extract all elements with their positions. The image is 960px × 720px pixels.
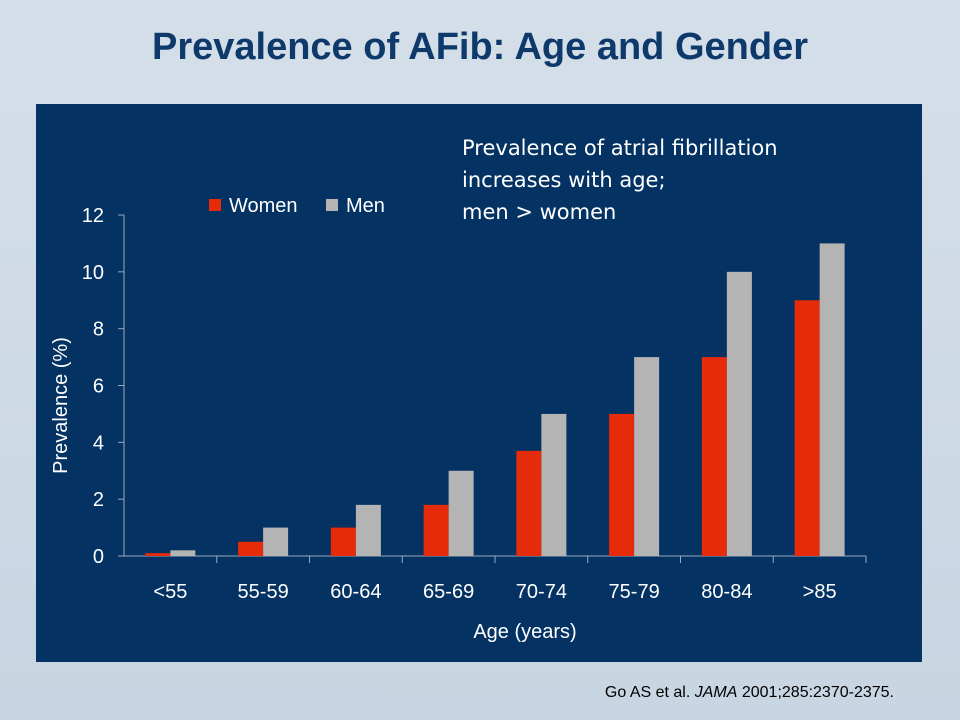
x-tick-label: 55-59 — [238, 581, 289, 603]
citation: Go AS et al. JAMA 2001;285:2370-2375. — [605, 684, 894, 702]
y-tick-label: 0 — [93, 546, 104, 568]
y-tick-label: 6 — [93, 376, 104, 398]
chart-panel: 0 2 4 6 8 10 12 <55 55-59 60-64 65-69 70-74 75-79 80-… — [36, 104, 922, 662]
x-tick-label: 75-79 — [609, 581, 660, 603]
y-tick-label: 2 — [93, 489, 104, 511]
x-tick-label: 70-74 — [516, 581, 567, 603]
bar-women — [330, 527, 356, 556]
x-axis-label: Age (years) — [473, 621, 576, 643]
bar-men — [541, 413, 567, 556]
legend-label: Men — [346, 195, 385, 217]
x-tick-label: 60-64 — [330, 581, 381, 603]
bar-women — [794, 300, 820, 556]
legend-swatch-men — [326, 199, 338, 211]
slide-title: Prevalence of AFib: Age and Gender — [151, 26, 808, 68]
legend-swatch-women — [209, 199, 221, 211]
legend-label: Women — [229, 195, 298, 217]
bar-women — [516, 450, 542, 556]
bar-men — [634, 357, 660, 556]
x-tick-label: 65-69 — [423, 581, 474, 603]
y-tick-label: 10 — [82, 262, 104, 284]
citation-details: 2001;285:2370-2375. — [737, 684, 894, 701]
callout-text: Prevalence of atrial fibrillation increa… — [462, 132, 902, 228]
y-tick-label: 8 — [93, 319, 104, 341]
bar-women — [145, 553, 171, 556]
citation-journal: JAMA — [694, 684, 738, 701]
bar-women — [701, 357, 727, 556]
callout-line: Prevalence of atrial fibrillation — [462, 136, 778, 160]
bar-men — [355, 504, 381, 556]
bar-women — [238, 541, 264, 556]
y-tick-label: 4 — [93, 432, 104, 454]
bar-men — [726, 271, 752, 556]
citation-authors: Go AS et al. — [604, 684, 695, 701]
x-tick-label: 80-84 — [701, 581, 752, 603]
y-axis-label: Prevalence (%) — [50, 337, 72, 474]
callout-line: men > women — [462, 200, 617, 224]
callout-line: increases with age; — [462, 168, 666, 192]
x-tick-label: <55 — [153, 581, 187, 603]
bar-women — [609, 413, 635, 556]
bar-men — [819, 243, 845, 556]
bar-men — [170, 550, 196, 556]
bar-women — [423, 504, 449, 556]
bar-men — [448, 470, 474, 556]
bar-chart: 0 2 4 6 8 10 12 <55 55-59 60-64 65-69 70-74 75-79 80-… — [50, 195, 867, 643]
bar-men — [263, 527, 289, 556]
x-tick-label: >85 — [803, 581, 837, 603]
y-tick-label: 12 — [82, 205, 104, 227]
